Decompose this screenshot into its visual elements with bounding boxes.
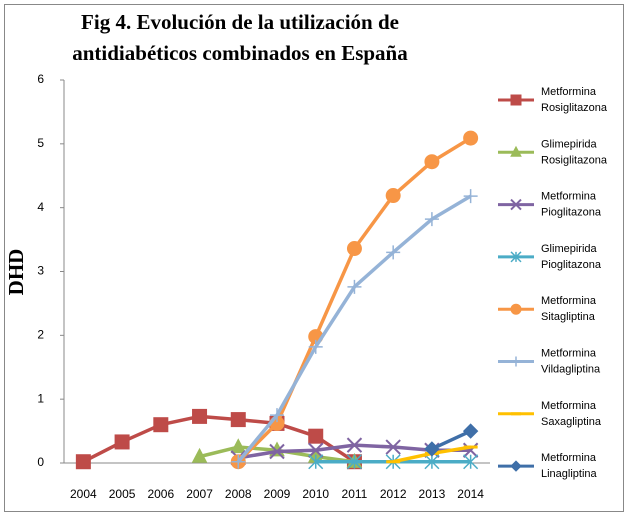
x-tick-label: 2011 <box>342 487 368 501</box>
marker <box>385 188 401 204</box>
marker <box>463 130 479 146</box>
legend-label: Metformina Linagliptina <box>541 452 598 480</box>
marker <box>230 438 247 454</box>
marker <box>347 279 362 294</box>
legend-marker <box>510 251 522 263</box>
series-line <box>431 429 472 451</box>
legend-label: Metformina Pioglitazona <box>541 191 602 219</box>
marker <box>75 454 91 470</box>
x-tick-label: 2013 <box>419 487 446 501</box>
y-tick-label: 6 <box>37 72 44 86</box>
marker <box>191 447 208 463</box>
marker <box>308 339 323 354</box>
y-tick-label: 2 <box>37 328 44 342</box>
marker <box>385 439 401 455</box>
y-axis-label: DHD <box>4 249 28 296</box>
x-tick-label: 2010 <box>302 487 329 501</box>
legend-label: Metformina Saxagliptina <box>541 400 602 428</box>
legend-label: Metformina Sitagliptina <box>541 295 597 323</box>
y-tick-label: 3 <box>37 264 44 278</box>
marker <box>462 423 479 439</box>
marker <box>308 428 324 444</box>
marker <box>463 454 479 470</box>
x-tick-label: 2014 <box>457 487 484 501</box>
marker <box>270 408 284 423</box>
marker <box>424 454 440 470</box>
legend-marker <box>511 356 521 367</box>
x-tick-label: 2012 <box>380 487 407 501</box>
chart-title: antidiabéticos combinados en España <box>72 41 408 65</box>
legend-label: Glimepirida Pioglitazona <box>541 243 602 271</box>
marker <box>424 212 439 227</box>
marker <box>269 443 285 460</box>
marker <box>192 408 208 424</box>
legend-label: Metformina Vildagliptina <box>541 347 601 375</box>
legend-marker <box>510 303 522 315</box>
x-tick-label: 2006 <box>147 487 174 501</box>
y-tick-label: 1 <box>37 391 44 405</box>
chart-title: Fig 4. Evolución de la utilización de <box>81 10 399 34</box>
marker <box>231 454 246 469</box>
legend-marker <box>510 145 522 157</box>
marker <box>386 245 401 260</box>
legend-label: Metformina Rosiglitazona <box>541 86 608 114</box>
legend-label: Glimepirida Rosiglitazona <box>541 138 608 166</box>
legend-marker <box>510 460 522 472</box>
marker <box>308 442 324 458</box>
legend-marker <box>510 198 522 211</box>
x-tick-label: 2007 <box>186 487 213 501</box>
y-tick-label: 5 <box>37 136 44 150</box>
marker <box>308 454 324 470</box>
marker <box>424 441 440 457</box>
y-tick-label: 0 <box>37 455 44 469</box>
x-tick-label: 2005 <box>109 487 136 501</box>
marker <box>153 417 169 433</box>
marker <box>346 437 363 453</box>
x-tick-label: 2004 <box>70 487 97 501</box>
marker <box>346 454 362 470</box>
marker <box>230 412 246 428</box>
marker <box>346 241 362 257</box>
marker <box>424 154 440 170</box>
x-tick-label: 2009 <box>264 487 291 501</box>
x-tick-label: 2008 <box>225 487 252 501</box>
legend-marker <box>510 94 522 106</box>
marker <box>114 434 130 450</box>
marker <box>463 189 478 204</box>
y-tick-label: 4 <box>37 200 44 214</box>
